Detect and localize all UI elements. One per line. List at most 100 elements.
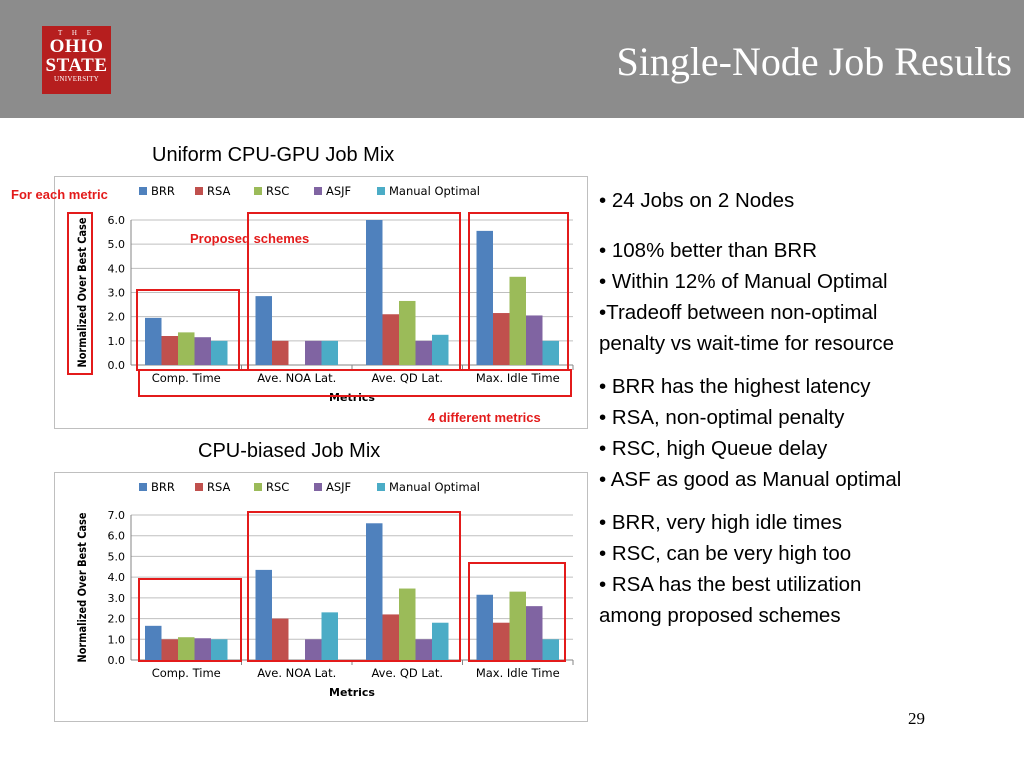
bar-rsa (161, 336, 178, 365)
bullet-group-4: • BRR, very high idle times • RSC, can b… (599, 507, 1009, 631)
bar-rsa (493, 622, 510, 660)
x-tick-label: Max. Idle Time (476, 371, 560, 385)
bar-manual-optimal (432, 334, 449, 365)
bar-asjf (305, 340, 322, 365)
logo-ohio: OHIO (49, 36, 104, 57)
legend-label: Manual Optimal (389, 184, 480, 198)
ohio-state-logo: T H E OHIO STATE UNIVERSITY (42, 26, 111, 94)
bar-asjf (194, 337, 211, 365)
bar-manual-optimal (321, 340, 338, 365)
bar-rsc (509, 276, 526, 365)
bar-brr (255, 296, 272, 365)
bar-rsc (178, 637, 195, 660)
bullet-text: among proposed schemes (599, 604, 841, 627)
bar-rsa (493, 313, 510, 365)
y-tick-label: 5.0 (108, 550, 126, 563)
bar-rsc (399, 300, 416, 365)
y-tick-label: 7.0 (108, 509, 126, 522)
bar-asjf (526, 315, 543, 365)
comp-time-highlight-box-2 (138, 578, 242, 662)
proposed-highlight-box-2 (247, 511, 461, 662)
x-tick-label: Ave. QD Lat. (371, 666, 443, 680)
chart1-container: 0.0 1.0 2.0 3.0 4.0 5.0 6.0 Comp. Time Ave. NOA … (54, 176, 588, 429)
y-tick-label: 3.0 (108, 287, 126, 300)
y-tick-label: 2.0 (108, 613, 126, 626)
comp-time-highlight-box-1 (136, 289, 240, 371)
y-axis-title: Normalized Over Best Case (75, 513, 89, 663)
bar-manual-optimal (321, 612, 338, 660)
legend-label: ASJF (326, 184, 351, 198)
bar-manual-optimal (211, 340, 228, 365)
bullet-group-1: • 24 Jobs on 2 Nodes (599, 185, 1009, 216)
bullet-text: • BRR, very high idle times (599, 511, 843, 534)
logo-the: T H E (58, 29, 95, 37)
proposed-highlight-box-1 (247, 212, 461, 371)
chart2-container: 0.0 1.0 2.0 3.0 4.0 5.0 6.0 7.0 Comp. Time Ave. N… (54, 472, 588, 722)
slide-title: Single-Node Job Results (616, 39, 1012, 84)
for-each-metric-label: For each metric (11, 187, 108, 202)
idle-highlight-box-1 (468, 212, 569, 371)
bar-brr (476, 594, 493, 660)
x-tick-label: Ave. NOA Lat. (257, 371, 336, 385)
x-tick-label: Comp. Time (152, 371, 221, 385)
chart2-title: CPU-biased Job Mix (198, 440, 381, 462)
bar-rsc (509, 591, 526, 660)
legend-label: BRR (151, 480, 175, 494)
bullet-text: • RSA, non-optimal penalty (599, 406, 845, 429)
y-tick-label: 3.0 (108, 592, 126, 605)
bar-rsa (272, 618, 289, 660)
y-tick-label: 0.0 (108, 359, 126, 372)
legend-swatch (377, 483, 385, 491)
bar-manual-optimal (432, 622, 449, 660)
legend-label: RSC (266, 184, 289, 198)
legend-label: BRR (151, 184, 175, 198)
legend-label: RSA (207, 184, 231, 198)
y-tick-label: 2.0 (108, 311, 126, 324)
four-metrics-label: 4 different metrics (428, 410, 541, 425)
page-number: 29 (908, 709, 925, 728)
bullet-text: •Tradeoff between non-optimal (599, 301, 878, 324)
y-tick-label: 6.0 (108, 530, 126, 543)
bullet-text: • BRR has the highest latency (599, 375, 871, 398)
legend-label: ASJF (326, 480, 351, 494)
metrics-highlight-box (138, 369, 572, 397)
bullet-text: penalty vs wait-time for resource (599, 332, 895, 355)
x-tick-label: Comp. Time (152, 666, 221, 680)
logo-state: STATE (45, 55, 108, 76)
x-axis-title: Metrics (329, 686, 375, 699)
bar-rsa (161, 639, 178, 660)
bullet-text: • Within 12% of Manual Optimal (599, 270, 888, 293)
y-axis-title: Normalized Over Best Case (75, 218, 89, 368)
y-tick-label: 4.0 (108, 262, 126, 275)
bar-asjf (194, 638, 211, 660)
y-tick-label: 5.0 (108, 238, 126, 251)
bullet-text: • RSC, high Queue delay (599, 437, 828, 460)
bullet-group-2: • 108% better than BRR • Within 12% of M… (599, 235, 1009, 359)
bar-brr (366, 523, 383, 660)
bullet-text: • ASF as good as Manual optimal (599, 468, 902, 491)
legend-label: RSC (266, 480, 289, 494)
legend-swatch (254, 483, 262, 491)
ylabel-highlight-box (67, 212, 93, 375)
x-axis-title: Metrics (329, 391, 375, 404)
bar-rsa (382, 614, 399, 660)
bullet-text: • RSC, can be very high too (599, 542, 852, 565)
idle-highlight-box-2 (468, 562, 566, 662)
bar-rsc (399, 588, 416, 660)
y-tick-label: 6.0 (108, 214, 126, 227)
legend-swatch (139, 187, 147, 195)
bar-manual-optimal (211, 639, 228, 660)
legend-swatch (195, 483, 203, 491)
y-tick-label: 1.0 (108, 335, 126, 348)
x-tick-label: Ave. QD Lat. (371, 371, 443, 385)
bullet-text: • 24 Jobs on 2 Nodes (599, 189, 795, 212)
bar-brr (255, 569, 272, 660)
legend-swatch (254, 187, 262, 195)
legend-swatch (195, 187, 203, 195)
chart1-svg: 0.0 1.0 2.0 3.0 4.0 5.0 6.0 Comp. Time Ave. NOA … (75, 184, 574, 404)
bar-brr (366, 220, 383, 365)
legend-swatch (377, 187, 385, 195)
y-tick-label: 0.0 (108, 654, 126, 667)
bar-brr (476, 230, 493, 365)
x-tick-label: Max. Idle Time (476, 666, 560, 680)
